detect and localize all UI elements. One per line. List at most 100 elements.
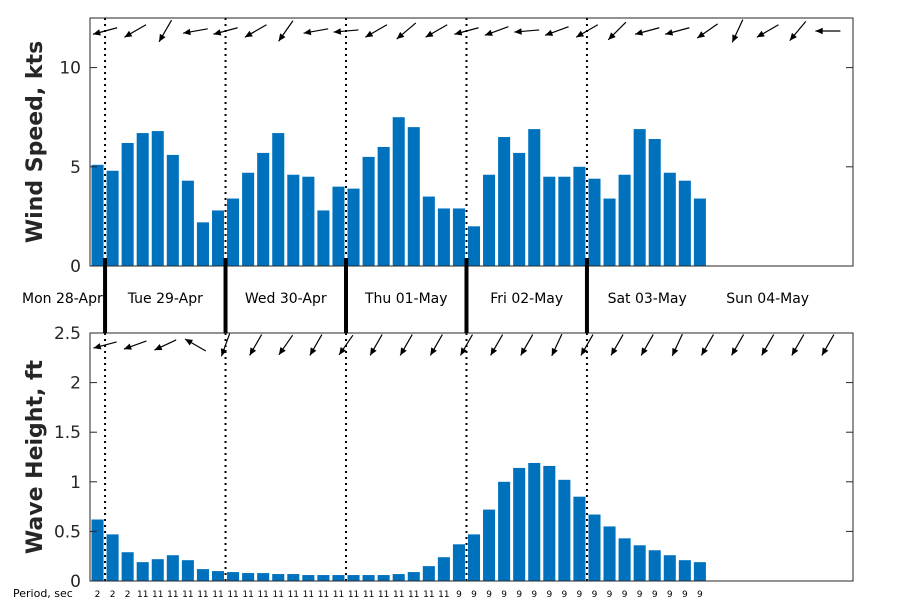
bar	[121, 552, 134, 581]
period-value: 9	[697, 590, 703, 600]
direction-arrow-icon	[791, 334, 805, 356]
bar	[106, 170, 119, 266]
period-value: 9	[501, 590, 507, 600]
y-tick-label: 0	[70, 257, 81, 277]
period-value: 11	[137, 590, 148, 600]
direction-arrow-icon	[249, 334, 263, 356]
bar	[91, 519, 104, 581]
bar	[347, 575, 360, 581]
period-value: 9	[682, 590, 688, 600]
bar	[151, 131, 164, 266]
bar	[407, 572, 420, 581]
period-value: 11	[288, 590, 299, 600]
direction-arrow-icon	[575, 24, 599, 38]
wave-height-panel: 0 0.5 1 1.5 2 2.5 Wave Height, ft	[23, 324, 854, 592]
bar	[618, 174, 631, 266]
period-value: 11	[152, 590, 163, 600]
direction-arrow-icon	[665, 27, 690, 36]
bar	[362, 156, 375, 266]
bar	[196, 222, 209, 266]
direction-arrow-icon	[278, 334, 294, 356]
period-value: 9	[607, 590, 613, 600]
period-value: 11	[423, 590, 434, 600]
bar	[422, 196, 435, 266]
period-value: 9	[667, 590, 673, 600]
direction-arrow-icon	[671, 333, 683, 357]
bar	[347, 188, 360, 266]
y-tick-label: 1	[70, 473, 81, 493]
direction-arrow-icon	[520, 334, 534, 356]
period-value: 11	[318, 590, 329, 600]
bar	[633, 129, 646, 266]
bar	[618, 538, 631, 581]
bar	[573, 496, 586, 581]
bar	[166, 154, 179, 266]
direction-arrow-icon	[396, 22, 417, 40]
bar	[377, 146, 390, 266]
direction-arrow-icon	[184, 338, 207, 352]
bar	[558, 479, 571, 581]
period-value: 9	[471, 590, 477, 600]
bar	[392, 574, 405, 581]
period-value: 2	[95, 590, 101, 600]
bar	[452, 208, 465, 266]
bar	[693, 562, 706, 581]
day-label: Fri 02-May	[490, 291, 563, 307]
bar	[648, 550, 661, 581]
direction-arrow-icon	[789, 21, 807, 41]
wind-speed-panel: 0 5 10 Wind Speed, kts	[23, 17, 854, 277]
direction-arrow-icon	[333, 28, 359, 35]
direction-arrow-icon	[364, 24, 388, 38]
bar	[543, 465, 556, 581]
bar	[287, 174, 300, 266]
bar	[498, 137, 511, 266]
bar	[543, 176, 556, 266]
direction-arrow-icon	[278, 20, 294, 42]
bar	[317, 210, 330, 266]
period-value: 11	[333, 590, 344, 600]
direction-arrow-icon	[634, 27, 660, 36]
direction-arrow-icon	[580, 334, 594, 356]
bar	[513, 467, 526, 581]
y-tick-label: 5	[70, 158, 81, 178]
bar	[242, 172, 255, 266]
bar	[603, 526, 616, 581]
axes-box	[89, 332, 854, 582]
period-value: 9	[516, 590, 522, 600]
direction-arrow-icon	[551, 333, 563, 357]
period-value: 9	[456, 590, 462, 600]
direction-arrow-icon	[761, 334, 775, 356]
direction-arrow-icon	[514, 28, 540, 35]
bar	[211, 210, 225, 266]
day-label: Tue 29-Apr	[127, 291, 203, 307]
bar	[227, 198, 240, 266]
direction-arrow-icon	[700, 334, 714, 356]
direction-arrow-icon	[124, 24, 147, 38]
bar	[407, 127, 420, 267]
period-value: 9	[652, 590, 658, 600]
bar	[467, 534, 481, 581]
period-value: 11	[167, 590, 178, 600]
direction-arrow-icon	[303, 28, 329, 36]
bar	[678, 560, 691, 581]
direction-arrow-icon	[399, 334, 413, 356]
bar	[633, 545, 646, 581]
direction-arrow-icon	[544, 26, 569, 36]
y-axis-title: Wave Height, ft	[23, 359, 48, 554]
bar	[166, 555, 179, 581]
bar	[181, 560, 194, 581]
bar	[437, 208, 450, 266]
direction-arrow-icon	[610, 334, 624, 356]
y-tick-label: 0.5	[54, 522, 81, 542]
direction-arrow-icon	[815, 27, 841, 35]
direction-arrow-icon	[338, 334, 354, 356]
bar	[422, 566, 435, 581]
bar	[452, 544, 465, 581]
period-value: 9	[486, 590, 492, 600]
bar	[588, 514, 601, 581]
period-row: Period, sec 2 2 2 11 11 11 11 11 11 11 11 11 11 11 11 11…	[13, 587, 703, 600]
direction-arrow-icon	[731, 19, 744, 43]
period-value: 11	[303, 590, 314, 600]
bar	[136, 562, 149, 581]
day-label: Mon 28-Apr	[22, 291, 103, 307]
